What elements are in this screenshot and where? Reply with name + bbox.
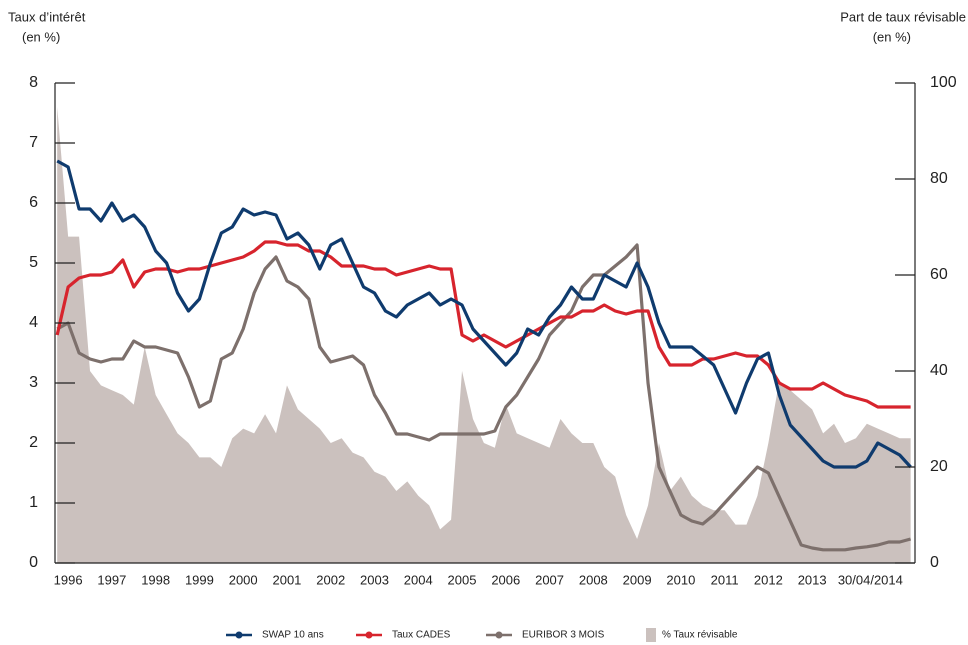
line: [56, 159, 912, 469]
legend-label: Taux CADES: [392, 630, 451, 641]
legend-swatch: [646, 628, 656, 642]
x-tick-label: 1999: [185, 572, 214, 587]
y-tick-label: 4: [29, 314, 38, 331]
legend-label: SWAP 10 ans: [262, 630, 324, 641]
y-tick-label: 5: [29, 254, 38, 271]
y2-tick-label: 80: [930, 170, 948, 187]
legend-label: EURIBOR 3 MOIS: [522, 630, 605, 641]
x-tick-label: 2011: [711, 572, 739, 587]
y2-tick-label: 40: [930, 362, 948, 379]
legend-marker: [235, 631, 243, 639]
y2-axis-title: (en %): [873, 29, 911, 44]
y-tick-label: 2: [29, 434, 38, 451]
y-tick-label: 3: [29, 374, 38, 391]
x-tick-label: 2009: [623, 572, 652, 587]
x-tick-label: 2006: [491, 572, 520, 587]
y-tick-label: 8: [29, 74, 38, 91]
y-tick-label: 7: [29, 134, 38, 151]
x-tick-label: 2004: [404, 572, 433, 587]
x-tick-label: 2008: [579, 572, 608, 587]
x-tick-label: 2007: [535, 572, 564, 587]
x-tick-label: 2003: [360, 572, 389, 587]
legend-marker: [495, 631, 503, 639]
x-tick-label: 2012: [754, 572, 783, 587]
y2-tick-label: 20: [930, 458, 948, 475]
y-tick-label: 1: [29, 494, 38, 511]
y2-tick-label: 100: [930, 74, 957, 91]
area: [57, 107, 911, 563]
y2-tick-label: 0: [930, 554, 939, 571]
x-tick-label: 2002: [316, 572, 345, 587]
line: [56, 243, 912, 552]
x-tick-label: 2010: [666, 572, 695, 587]
y-axis-title: (en %): [22, 29, 60, 44]
y-tick-label: 0: [29, 554, 38, 571]
y-tick-label: 6: [29, 194, 38, 211]
x-tick-label: 1997: [97, 572, 126, 587]
x-tick-label: 2013: [798, 572, 827, 587]
y2-axis-title: Part de taux révisable: [840, 9, 966, 24]
x-tick-label: 1996: [54, 572, 83, 587]
x-tick-label: 2000: [229, 572, 258, 587]
y2-tick-label: 60: [930, 266, 948, 283]
legend-marker: [365, 631, 373, 639]
x-tick-label: 2001: [272, 572, 301, 587]
y-axis-title: Taux d’intérêt: [8, 9, 86, 24]
x-tick-label: 2005: [448, 572, 477, 587]
x-tick-label: 1998: [141, 572, 170, 587]
x-tick-label: 30/04/2014: [838, 572, 903, 587]
line: [55, 240, 911, 409]
legend-label: % Taux révisable: [662, 630, 738, 641]
